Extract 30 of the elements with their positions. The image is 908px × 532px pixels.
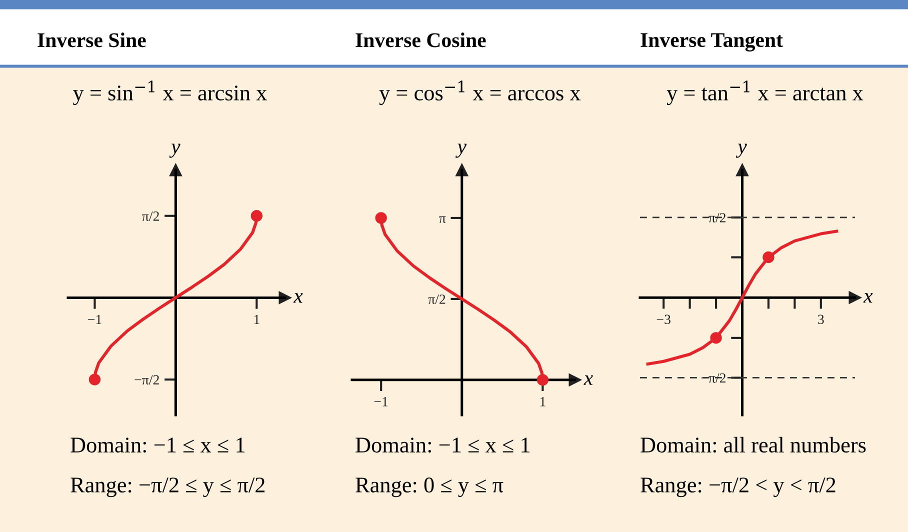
x-tick-label: −1 [374, 397, 388, 406]
x-tick-label: 1 [540, 397, 546, 406]
text: Range: −π/2 ≤ y ≤ π/2 [70, 478, 265, 498]
y-axis-title: y [169, 144, 180, 158]
line-series [646, 230, 838, 366]
y-axis-title: y [736, 144, 747, 158]
x-axis-title: x [584, 375, 594, 385]
chart-subtitle: y = tan$^{−1}$ x = arctan x [666, 80, 864, 106]
chart-title: Inverse Sine [38, 32, 146, 48]
text: Domain: −1 ≤ x ≤ 1 [70, 438, 244, 453]
text: Domain: −1 ≤ x ≤ 1 [356, 438, 530, 453]
x-axis-title: x [293, 293, 303, 303]
x-tick-label: 1 [254, 314, 260, 324]
chart-subtitle: y = cos$^{−1}$ x = arccos x [379, 80, 581, 106]
y-tick-label: π [439, 216, 446, 223]
x-tick-label: −1 [88, 314, 102, 324]
chart-title: Inverse Tangent [640, 33, 783, 52]
text: Domain: all real numbers [640, 436, 866, 453]
y-tick-label: π/2 [708, 213, 726, 222]
chart-subtitle: y = sin$^{−1}$ x = arcsin x [73, 80, 267, 106]
text: Range: 0 ≤ y ≤ π [356, 478, 504, 498]
chart-title: Inverse Cosine [356, 32, 486, 48]
x-tick-label: 3 [818, 314, 824, 324]
y-axis-title: y [456, 144, 467, 158]
x-axis-title: x [863, 293, 873, 303]
y-tick-label: π/2 [142, 211, 159, 221]
y-tick-label: −π/2 [134, 375, 159, 385]
text: Range: −π/2 < y < π/2 [640, 478, 836, 498]
y-tick-label: π/2 [428, 294, 446, 304]
x-tick-label: −3 [656, 314, 670, 324]
